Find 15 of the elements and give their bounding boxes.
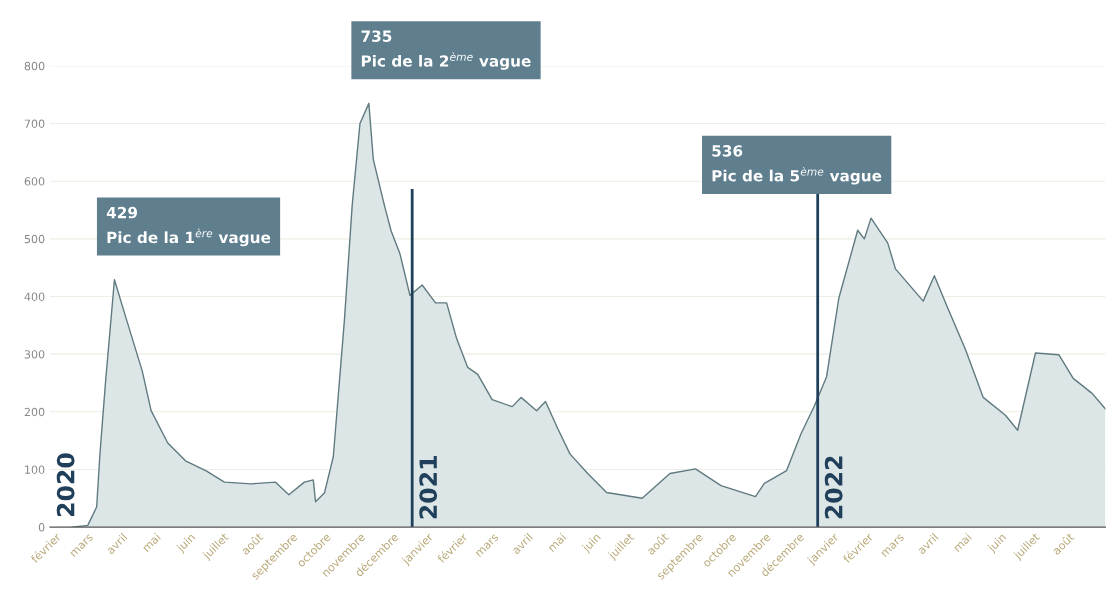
y-tick-label: 400 (24, 292, 45, 301)
y-tick-label: 0 (38, 523, 45, 532)
y-tick-label: 100 (25, 465, 45, 474)
y-tick-label: 600 (24, 177, 45, 186)
y-tick-label: 300 (24, 350, 45, 359)
y-tick-label: 700 (24, 119, 45, 128)
annotation: 2020 (56, 453, 75, 517)
y-tick-label: 800 (24, 61, 45, 71)
y-tick-label: 500 (24, 234, 45, 244)
ref-line-label: 2021 (419, 456, 438, 519)
ref-line-label: 2022 (824, 456, 843, 519)
y-tick-label: 200 (24, 407, 45, 417)
annotation: 536 Pic de la 5$^{ème}$ vague (712, 145, 882, 185)
annotation: 735 Pic de la 2$^{ème}$ vague (361, 30, 531, 70)
annotation: 429 Pic de la 1$^{ère}$ vague (106, 206, 271, 247)
